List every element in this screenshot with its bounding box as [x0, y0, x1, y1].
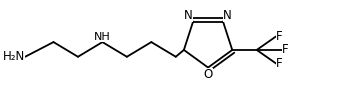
Text: H₂N: H₂N: [3, 50, 25, 63]
Text: NH: NH: [94, 32, 111, 42]
Text: N: N: [184, 9, 193, 22]
Text: F: F: [276, 57, 283, 70]
Text: N: N: [223, 9, 232, 22]
Text: F: F: [282, 43, 289, 56]
Text: F: F: [276, 30, 283, 43]
Text: O: O: [203, 68, 213, 80]
